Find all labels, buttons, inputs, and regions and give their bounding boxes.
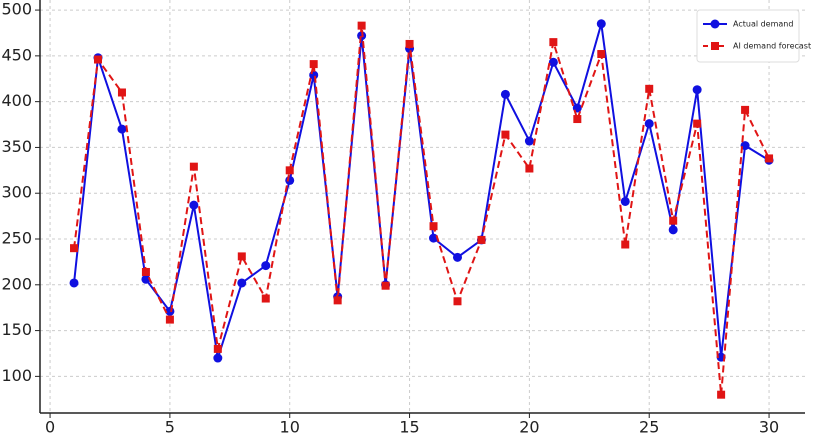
marker [405,39,414,48]
marker [285,175,295,185]
legend-label: AI demand forecast [733,42,811,51]
y-tick-label: 250 [1,229,32,248]
marker [261,261,271,271]
marker [500,89,510,99]
marker [711,42,719,50]
legend: Actual demand AI demand forecast [696,9,811,63]
x-tick-label: 15 [399,418,419,437]
marker [597,50,606,59]
series-line [73,23,770,359]
marker [693,119,702,128]
marker [213,353,223,363]
marker [429,222,438,231]
y-tick-label: 300 [1,183,32,202]
marker [117,124,127,134]
marker [141,274,151,284]
y-tick-label: 100 [1,366,32,385]
marker [645,84,654,93]
marker [692,85,702,95]
series-line [73,25,770,395]
marker [525,164,534,173]
y-tick-label: 450 [1,45,32,64]
marker [668,225,678,235]
marker [524,136,534,146]
marker [548,57,558,67]
legend-box [696,9,800,63]
y-tick-label: 150 [1,320,32,339]
marker [70,244,79,253]
x-tick-label: 10 [280,418,300,437]
marker [644,119,654,129]
marker [69,278,79,288]
marker [765,154,774,163]
marker [93,55,102,64]
marker [141,267,150,276]
marker [710,19,720,29]
marker [333,296,342,305]
marker [237,278,247,288]
marker [669,216,678,225]
marker [165,315,174,324]
marker [237,252,246,261]
marker [189,162,198,171]
y-tick-label: 350 [1,137,32,156]
y-tick-label: 200 [1,274,32,293]
marker [357,21,366,30]
marker [261,294,270,303]
x-tick-label: 5 [165,418,175,437]
x-tick-label: 30 [759,418,779,437]
marker [549,38,558,47]
marker [309,60,318,69]
marker [741,105,750,114]
marker [452,252,462,262]
marker [717,390,726,399]
marker [620,196,630,206]
legend-label: Actual demand [733,20,793,29]
marker [117,88,126,97]
marker [285,166,294,175]
x-tick-label: 25 [639,418,659,437]
marker [189,200,199,210]
x-tick-label: 0 [45,418,55,437]
y-tick-label: 500 [1,0,32,19]
marker [477,235,486,244]
y-tick-label: 400 [1,91,32,110]
x-tick-label: 20 [519,418,539,437]
marker [381,281,390,290]
marker [621,240,630,249]
marker [501,130,510,139]
marker [596,19,606,29]
marker [453,297,462,306]
marker [213,344,222,353]
marker [573,115,582,124]
